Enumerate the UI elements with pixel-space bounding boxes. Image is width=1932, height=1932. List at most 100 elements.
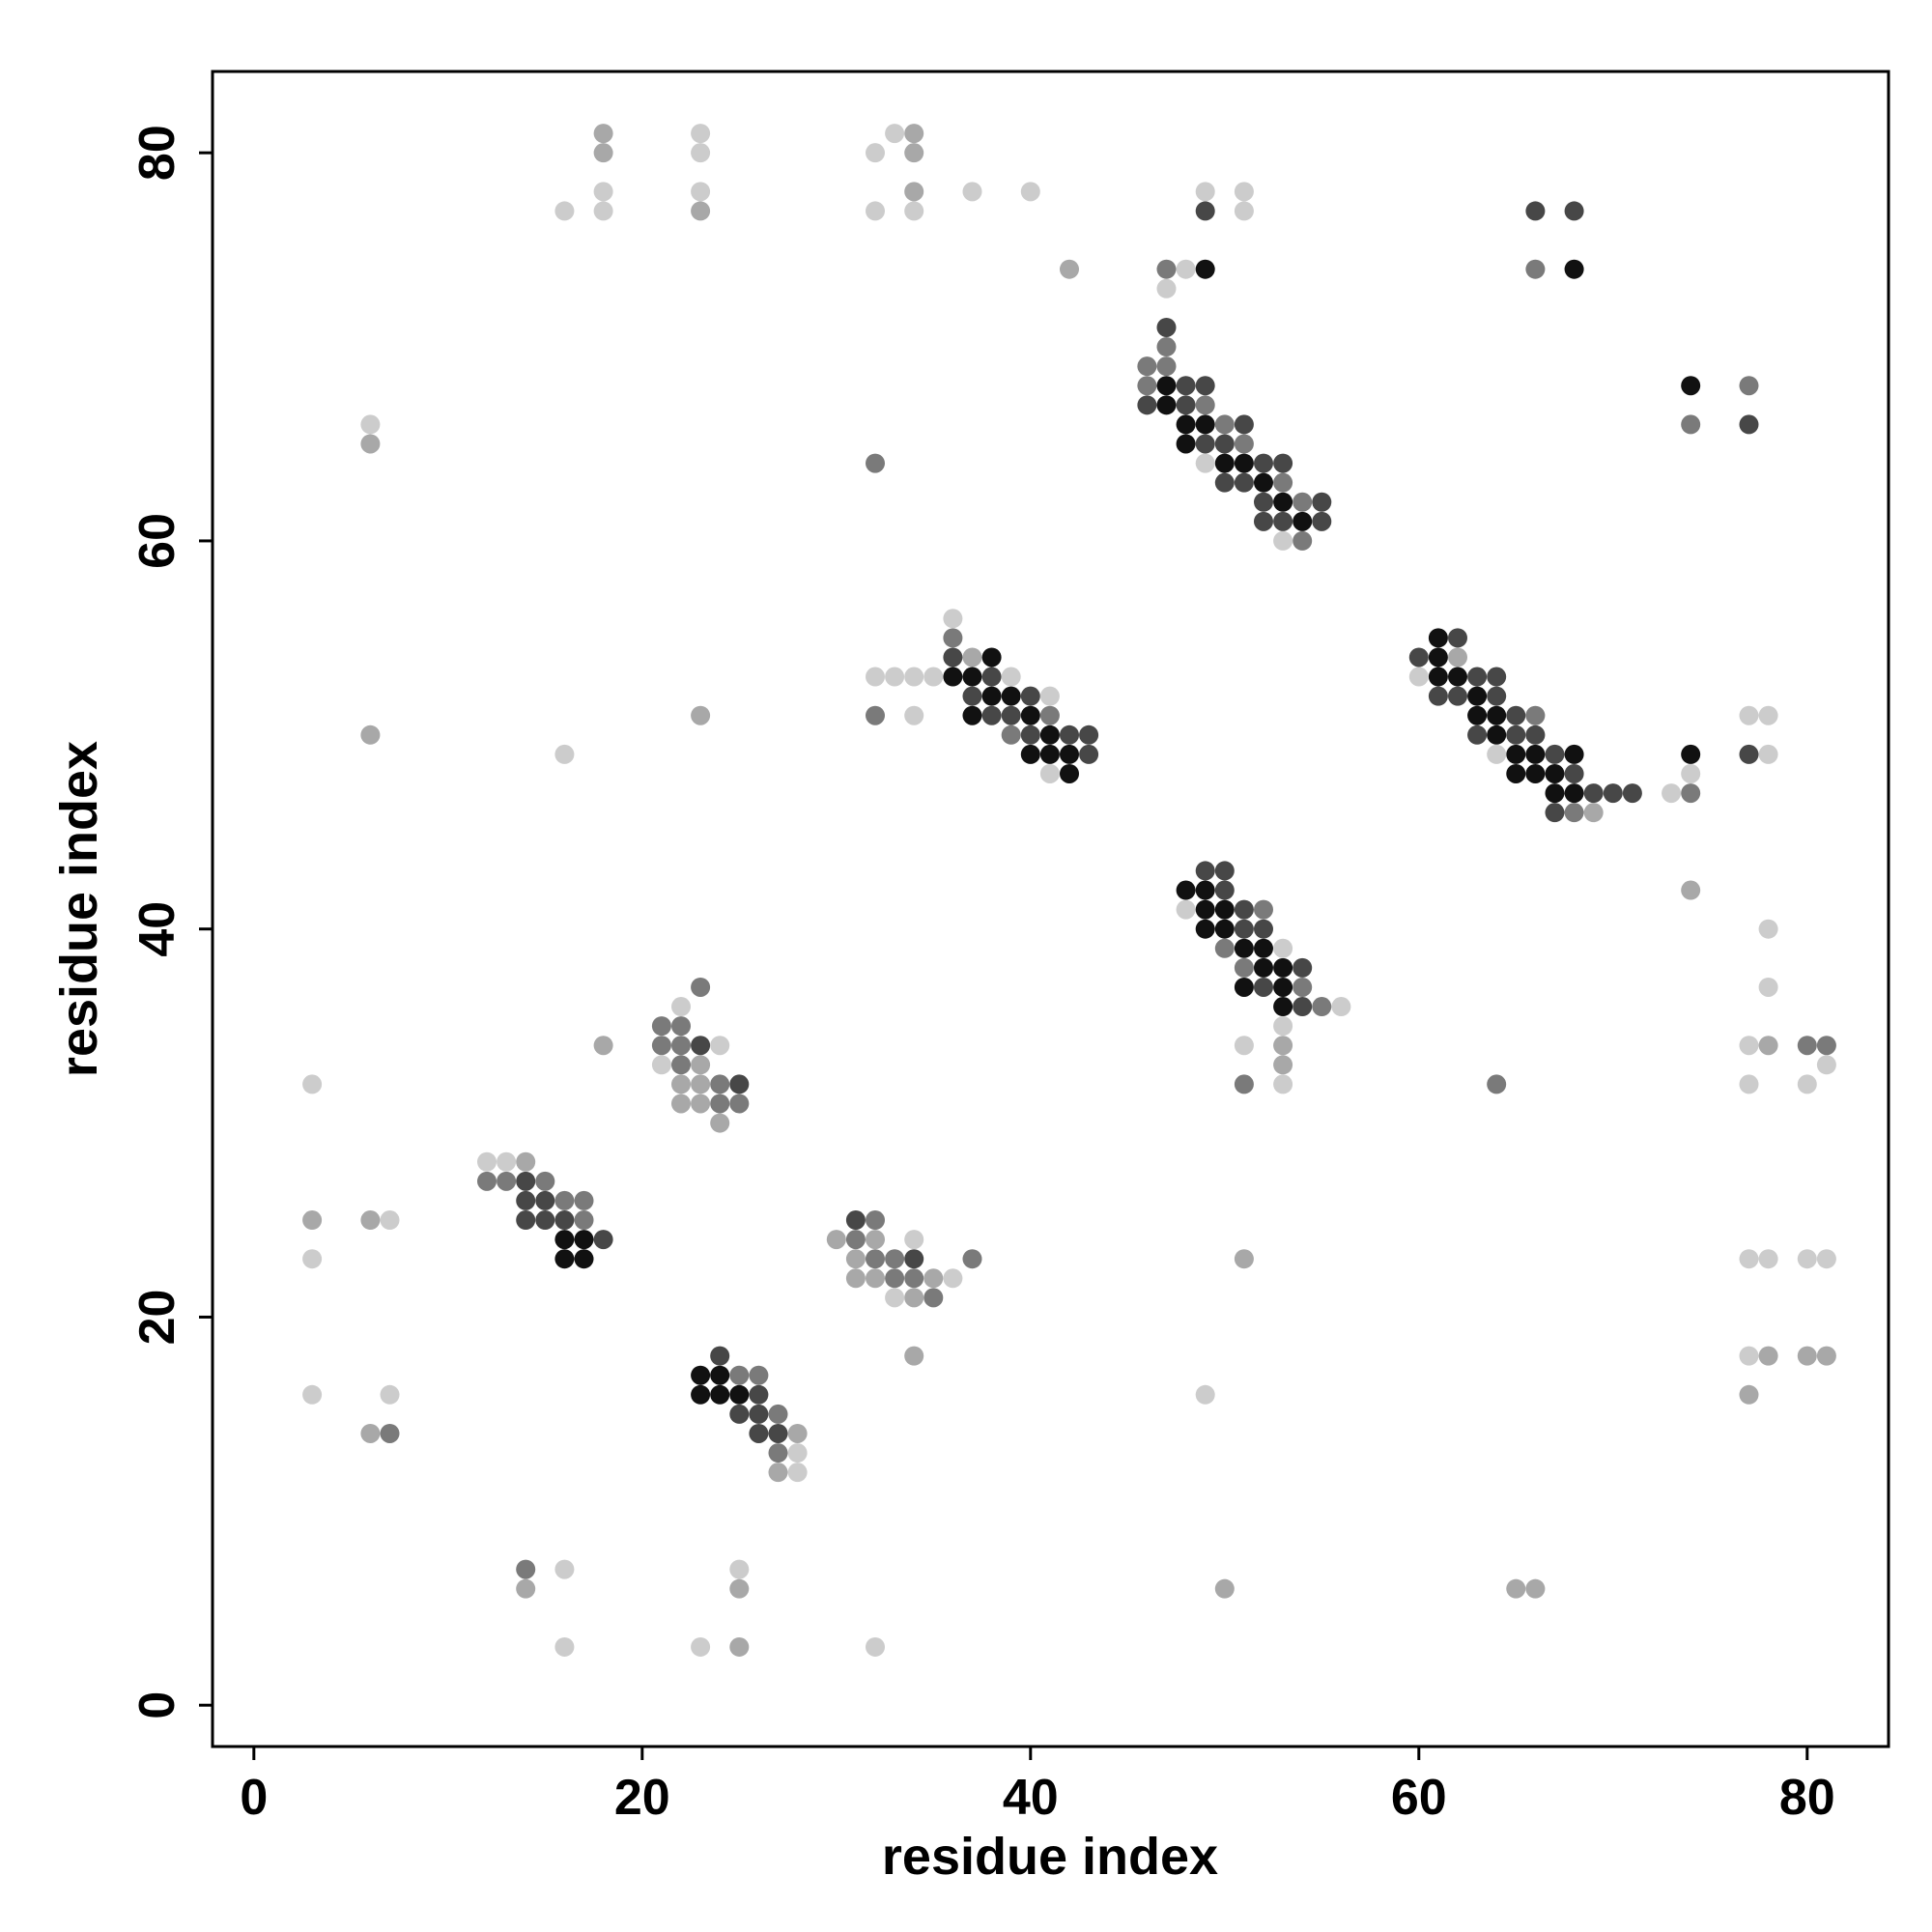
point bbox=[1758, 1346, 1778, 1366]
point bbox=[866, 143, 886, 163]
point bbox=[1273, 511, 1293, 531]
point bbox=[691, 705, 711, 725]
point bbox=[1293, 492, 1313, 512]
point bbox=[1039, 744, 1060, 764]
point bbox=[1234, 453, 1254, 473]
point bbox=[1739, 1249, 1759, 1269]
point bbox=[962, 667, 982, 687]
point bbox=[923, 667, 944, 687]
point bbox=[943, 609, 963, 629]
point bbox=[1758, 705, 1778, 725]
point bbox=[981, 686, 1002, 706]
point bbox=[1564, 259, 1584, 279]
point bbox=[787, 1463, 808, 1483]
point bbox=[1234, 414, 1254, 435]
point bbox=[651, 1016, 671, 1037]
point bbox=[535, 1210, 555, 1231]
point bbox=[1739, 705, 1759, 725]
point bbox=[1039, 705, 1060, 725]
point bbox=[729, 1384, 750, 1405]
point bbox=[981, 705, 1002, 725]
x-tick-label: 20 bbox=[614, 1770, 670, 1826]
point bbox=[302, 1210, 323, 1231]
point bbox=[1545, 783, 1565, 804]
point bbox=[554, 744, 575, 764]
point bbox=[1195, 899, 1215, 920]
point bbox=[1681, 376, 1701, 396]
point bbox=[1059, 744, 1079, 764]
point bbox=[574, 1190, 594, 1210]
point bbox=[1662, 783, 1682, 804]
point bbox=[1273, 1074, 1293, 1094]
point bbox=[1176, 414, 1196, 435]
point bbox=[1273, 957, 1293, 978]
point bbox=[729, 1636, 750, 1657]
point bbox=[554, 201, 575, 221]
point bbox=[1214, 861, 1235, 881]
point bbox=[923, 1268, 944, 1289]
y-tick-label: 60 bbox=[129, 513, 185, 569]
point bbox=[943, 628, 963, 648]
point bbox=[1001, 724, 1021, 745]
point bbox=[1253, 453, 1273, 473]
point bbox=[729, 1074, 750, 1094]
point bbox=[380, 1210, 400, 1231]
point bbox=[1195, 201, 1215, 221]
point bbox=[302, 1249, 323, 1269]
point bbox=[691, 1365, 711, 1385]
point bbox=[1797, 1036, 1817, 1056]
point bbox=[1176, 395, 1196, 415]
point bbox=[1214, 472, 1235, 493]
x-axis-title: residue index bbox=[882, 1828, 1218, 1886]
point bbox=[962, 686, 982, 706]
point bbox=[516, 1559, 536, 1579]
point bbox=[845, 1230, 866, 1250]
point bbox=[1293, 511, 1313, 531]
point bbox=[1234, 977, 1254, 997]
point bbox=[904, 667, 924, 687]
point bbox=[866, 201, 886, 221]
point bbox=[1603, 783, 1623, 804]
point bbox=[691, 1094, 711, 1114]
point bbox=[845, 1268, 866, 1289]
point bbox=[710, 1113, 730, 1133]
point bbox=[866, 705, 886, 725]
point bbox=[1564, 783, 1584, 804]
point bbox=[1253, 511, 1273, 531]
point bbox=[962, 705, 982, 725]
point bbox=[904, 1249, 924, 1269]
point bbox=[1273, 977, 1293, 997]
point bbox=[1816, 1055, 1836, 1075]
point bbox=[1681, 414, 1701, 435]
point bbox=[574, 1230, 594, 1250]
point bbox=[981, 667, 1002, 687]
point bbox=[1622, 783, 1642, 804]
point bbox=[1020, 182, 1040, 202]
point bbox=[535, 1171, 555, 1191]
point bbox=[1739, 744, 1759, 764]
point bbox=[691, 182, 711, 202]
point bbox=[749, 1404, 769, 1424]
point bbox=[1487, 744, 1507, 764]
point bbox=[1234, 1036, 1254, 1056]
point bbox=[1137, 356, 1157, 377]
point bbox=[1079, 744, 1099, 764]
point bbox=[593, 201, 613, 221]
point bbox=[1020, 686, 1040, 706]
point bbox=[1214, 434, 1235, 454]
point bbox=[574, 1249, 594, 1269]
point bbox=[866, 667, 886, 687]
point bbox=[1253, 472, 1273, 493]
point bbox=[1739, 1384, 1759, 1405]
point bbox=[1214, 899, 1235, 920]
point bbox=[360, 724, 381, 745]
point bbox=[1739, 414, 1759, 435]
point bbox=[904, 182, 924, 202]
point bbox=[1525, 259, 1546, 279]
point bbox=[1506, 744, 1526, 764]
point bbox=[1506, 724, 1526, 745]
point bbox=[360, 414, 381, 435]
point bbox=[1039, 686, 1060, 706]
point bbox=[1312, 997, 1332, 1017]
